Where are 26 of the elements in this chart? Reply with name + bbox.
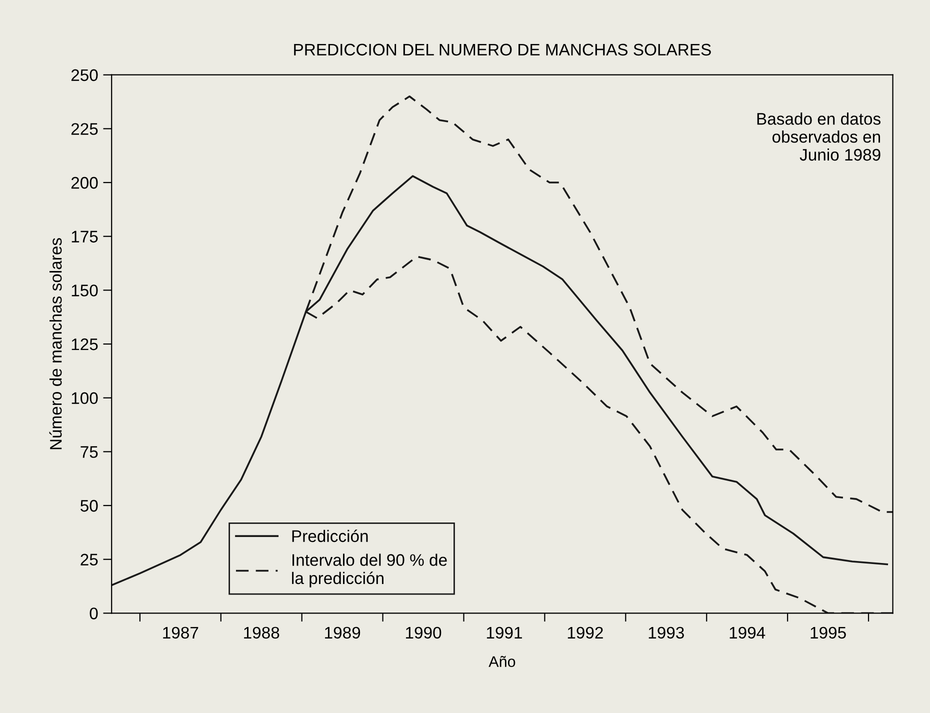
annotation: Basado en datos observados en Junio 1989	[757, 112, 880, 161]
x-tick-label: 1993	[648, 626, 684, 639]
y-tick-label: 0	[90, 608, 98, 620]
y-tick-label: 200	[71, 176, 98, 189]
legend-label: Intervalo del 90 % de la predicción	[292, 554, 447, 588]
x-tick-label: 1987	[163, 626, 198, 639]
chart-title: PREDICCION DEL NUMERO DE MANCHAS SOLARES	[294, 44, 711, 56]
x-axis-title: Año	[488, 656, 516, 668]
x-tick-label: 1989	[325, 626, 360, 639]
x-tick-label: 1992	[568, 626, 603, 639]
y-tick-label: 100	[72, 392, 98, 404]
x-tick-label: 1995	[810, 626, 846, 639]
y-tick-label: 125	[72, 338, 98, 350]
y-tick-label: 250	[71, 69, 98, 82]
x-tick-label: 1988	[244, 626, 280, 639]
y-tick-label: 75	[80, 446, 98, 458]
y-axis-title: Número de manchas solares	[49, 238, 62, 450]
y-tick-label: 225	[71, 123, 98, 135]
y-tick-label: 150	[72, 284, 98, 296]
x-tick-label: 1990	[406, 626, 442, 639]
x-tick-label: 1991	[486, 626, 522, 639]
legend-label: Predicción	[292, 530, 368, 542]
x-tick-label: 1994	[730, 626, 766, 639]
y-tick-label: 50	[80, 500, 98, 512]
y-tick-label: 175	[72, 230, 98, 243]
y-tick-label: 25	[80, 554, 98, 566]
